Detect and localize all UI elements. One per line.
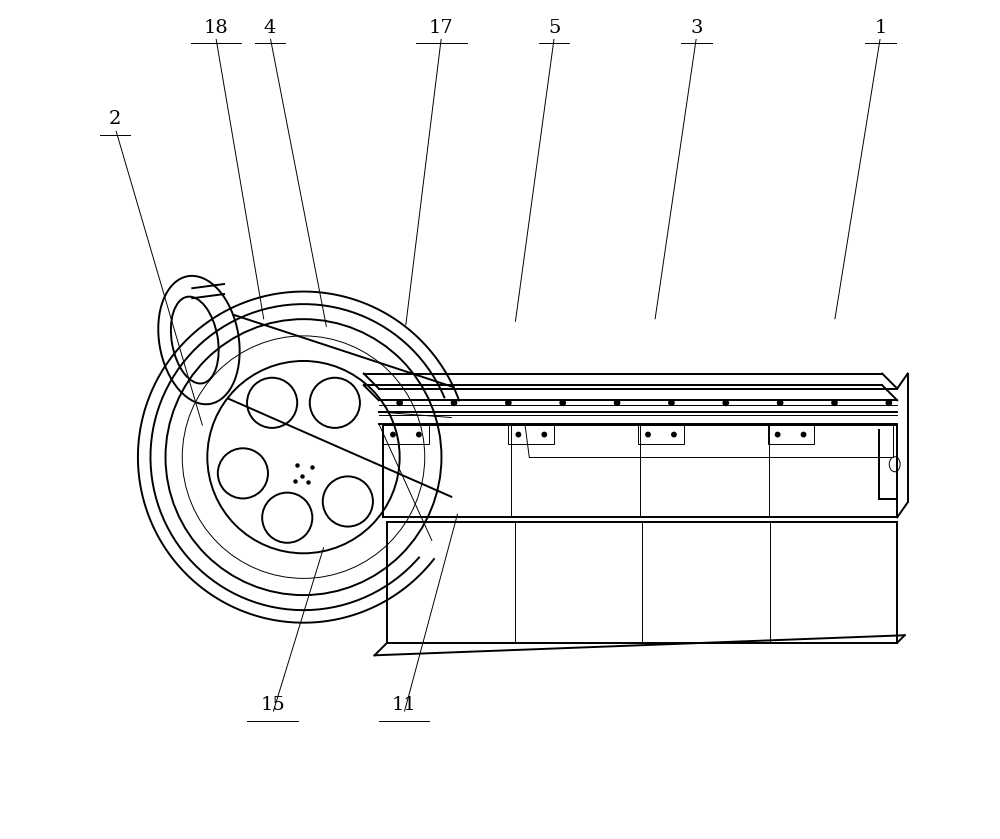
Circle shape [777, 399, 783, 406]
Circle shape [396, 399, 403, 406]
Text: 11: 11 [391, 696, 416, 714]
Circle shape [668, 399, 675, 406]
Text: 3: 3 [690, 18, 703, 37]
Text: 2: 2 [109, 111, 122, 128]
Bar [638, 425, 684, 444]
Circle shape [722, 399, 729, 406]
Circle shape [801, 431, 806, 437]
Circle shape [671, 431, 677, 437]
Bar [508, 425, 554, 444]
Circle shape [831, 399, 838, 406]
Circle shape [451, 399, 457, 406]
Text: 1: 1 [874, 18, 887, 37]
Circle shape [390, 431, 396, 437]
Circle shape [559, 399, 566, 406]
Circle shape [541, 431, 547, 437]
Bar [383, 425, 429, 444]
Text: 5: 5 [548, 18, 561, 37]
Circle shape [416, 431, 422, 437]
Circle shape [614, 399, 620, 406]
Text: 18: 18 [203, 18, 228, 37]
Text: 15: 15 [260, 696, 285, 714]
Circle shape [775, 431, 781, 437]
Circle shape [515, 431, 521, 437]
Circle shape [645, 431, 651, 437]
Bar [768, 425, 814, 444]
Circle shape [885, 399, 892, 406]
Text: 17: 17 [429, 18, 454, 37]
Circle shape [505, 399, 512, 406]
Text: 4: 4 [264, 18, 276, 37]
